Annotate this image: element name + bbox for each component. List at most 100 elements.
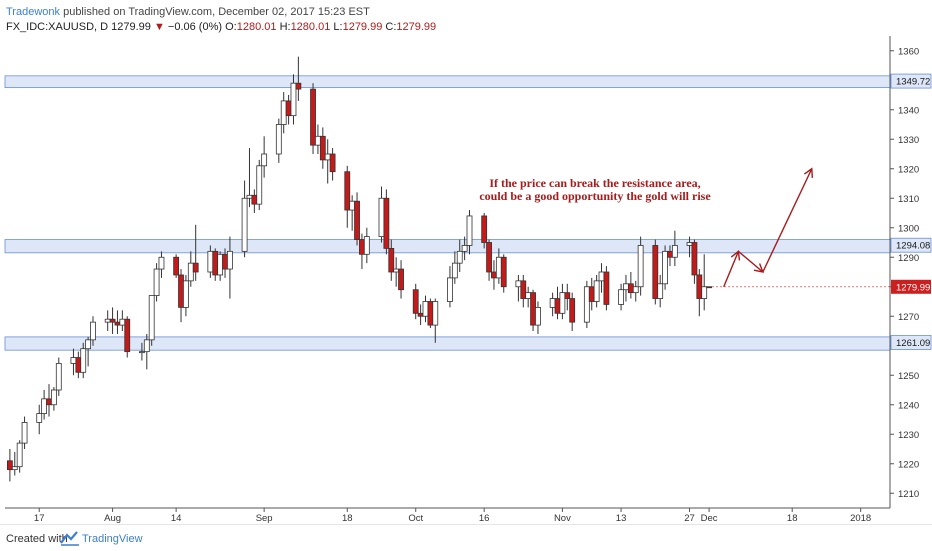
x-tick-label: Nov — [554, 513, 571, 524]
chart-footer: Created with TradingView — [0, 524, 932, 551]
candle-up — [456, 250, 463, 264]
y-tick-label: 1360 — [898, 46, 919, 57]
candle-up — [21, 422, 28, 444]
candle-down — [569, 298, 576, 323]
candle-up — [637, 245, 644, 288]
candle-up — [290, 82, 297, 117]
candle-up — [632, 286, 639, 294]
candle-down — [603, 271, 610, 305]
x-tick-label: 18 — [787, 513, 798, 524]
projection-segment — [737, 250, 764, 273]
candle-up — [432, 301, 439, 326]
candle-up — [583, 286, 590, 323]
symbol-name: FX_IDC:XAUUSD, D — [6, 21, 109, 33]
candle-down — [359, 239, 365, 255]
candle-up — [256, 165, 263, 205]
candle-up — [447, 277, 453, 302]
projection-segment — [723, 251, 740, 288]
candle-up — [662, 250, 668, 285]
tradingview-brand[interactable]: TradingView — [82, 533, 143, 545]
candle-up — [515, 280, 522, 288]
candle-down — [344, 171, 351, 211]
annotation-line-2: could be a good opportunity the gold wil… — [479, 189, 711, 203]
x-tick-label: 13 — [616, 513, 627, 524]
x-axis: 17 Aug 14 Sep 18 Oct 16 Nov 13 27 Dec 18 2018 — [5, 507, 890, 524]
y-tick-label: 1210 — [898, 489, 919, 500]
zone-resistance-top — [4, 75, 891, 89]
zone-support — [4, 336, 891, 351]
candle-up — [461, 245, 468, 252]
price-chart[interactable]: If the price can break the resistance ar… — [0, 0, 932, 524]
candle-down — [178, 274, 184, 308]
candle-down — [212, 250, 219, 276]
zone-price-label: 1349.72 — [896, 77, 930, 88]
candle-up — [623, 283, 629, 291]
annotation-line-1: If the price can break the resistance ar… — [489, 176, 700, 190]
created-with-text: Created with — [6, 533, 68, 545]
last-price-tag — [891, 279, 931, 294]
candle-up — [143, 339, 150, 353]
x-tick-label: Sep — [256, 513, 273, 524]
candle-up — [55, 363, 62, 391]
candle-down — [520, 280, 527, 299]
close-label: C: — [385, 21, 397, 33]
candle-up — [16, 442, 23, 468]
candle-down — [354, 200, 360, 240]
candle-up — [593, 280, 600, 302]
publish-info: Tradewonk published on TradingView.com, … — [6, 6, 370, 18]
y-tick-label: 1300 — [898, 223, 919, 234]
candle-up — [549, 298, 556, 308]
candle-down — [388, 247, 395, 273]
candle-up — [535, 306, 541, 326]
candle-down — [192, 262, 199, 273]
candle-up — [153, 268, 160, 296]
projection-arrow-head — [803, 167, 814, 178]
y-tick-label: 1330 — [898, 135, 919, 146]
candle-up — [36, 413, 43, 423]
projection-segment — [762, 168, 813, 273]
low-label: L: — [333, 21, 343, 33]
candle-up — [525, 292, 532, 299]
price-labels: 1349.72 1294.08 1261.09 1279.99 — [712, 73, 932, 350]
candle-down — [114, 321, 121, 326]
zone-price-tag — [890, 73, 932, 89]
tradingview-logo-icon — [60, 531, 79, 546]
candle-down — [251, 194, 258, 205]
zone-resistance-mid — [4, 239, 891, 254]
candle-down — [486, 242, 492, 273]
author-link[interactable]: Tradewonk — [6, 6, 61, 18]
symbol-info: FX_IDC:XAUUSD, D 1279.99 ▼ −0.06 (0%) O:… — [6, 21, 436, 33]
candle-up — [70, 357, 77, 364]
candle-down — [109, 318, 116, 323]
y-tick-label: 1290 — [898, 253, 919, 264]
y-tick-label: 1270 — [898, 312, 919, 323]
candle-down — [222, 253, 228, 270]
candle-down — [588, 286, 595, 302]
candle-down — [124, 318, 131, 353]
candle-up — [466, 215, 473, 246]
candle-up — [80, 348, 87, 373]
x-tick-label: Oct — [408, 513, 423, 524]
candle-down — [696, 274, 703, 299]
candle-down — [652, 245, 659, 299]
candle-up — [349, 200, 356, 211]
candle-down — [6, 460, 13, 471]
candle-up — [598, 271, 605, 282]
candle-down — [427, 301, 434, 326]
y-tick-label: 1230 — [898, 430, 919, 441]
candle-down — [691, 242, 698, 276]
y-tick-label: 1340 — [898, 105, 919, 116]
candle-up — [701, 286, 708, 299]
candle-down — [329, 153, 336, 173]
x-tick-label: 16 — [479, 513, 490, 524]
candle-up — [275, 124, 282, 155]
candle-down — [173, 256, 180, 276]
candle-up — [41, 398, 48, 415]
chart-background — [0, 36, 932, 520]
candle-down — [398, 268, 404, 291]
candle-up — [217, 253, 224, 276]
candle-up — [280, 100, 287, 125]
candle-up — [246, 194, 253, 199]
x-tick-label: Aug — [104, 513, 121, 524]
candle-up — [158, 256, 165, 270]
